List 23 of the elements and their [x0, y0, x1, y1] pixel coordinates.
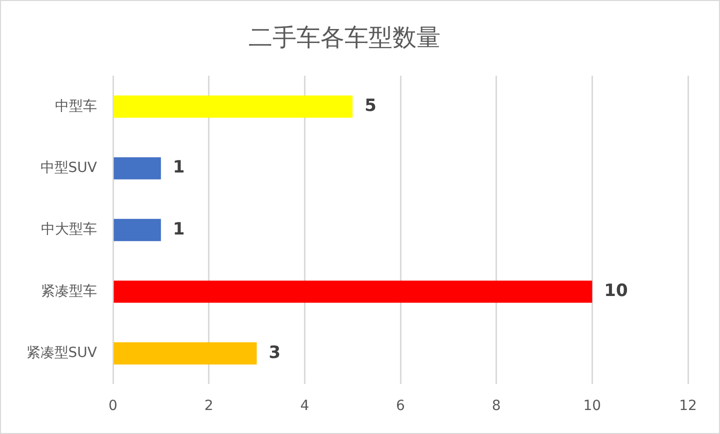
- data-label: 1: [172, 158, 185, 178]
- x-tick-label: 6: [396, 398, 406, 414]
- x-tick-label: 4: [300, 398, 310, 414]
- x-tick-label: 2: [204, 398, 214, 414]
- x-tick-label: 0: [108, 398, 118, 414]
- data-label: 3: [268, 342, 281, 363]
- data-label: 1: [172, 219, 185, 240]
- y-tick-label: 中型SUV: [40, 160, 98, 176]
- bar: [114, 218, 161, 242]
- y-tick-label: 紧凑型SUV: [26, 345, 98, 361]
- bar: [114, 157, 161, 180]
- data-label: 5: [364, 96, 376, 116]
- chart-title: 二手车各车型数量: [248, 24, 440, 52]
- bar: [114, 280, 592, 303]
- y-tick-label: 中大型车: [41, 222, 97, 238]
- y-tick-label: 紧凑型车: [41, 283, 97, 300]
- data-label: 10: [604, 281, 628, 302]
- bar: [114, 342, 257, 364]
- x-tick-label: 8: [492, 398, 501, 414]
- y-tick-label: 中型车: [55, 98, 97, 114]
- bar: [114, 96, 353, 118]
- x-tick-label: 10: [583, 398, 602, 414]
- x-tick-label: 12: [679, 398, 697, 414]
